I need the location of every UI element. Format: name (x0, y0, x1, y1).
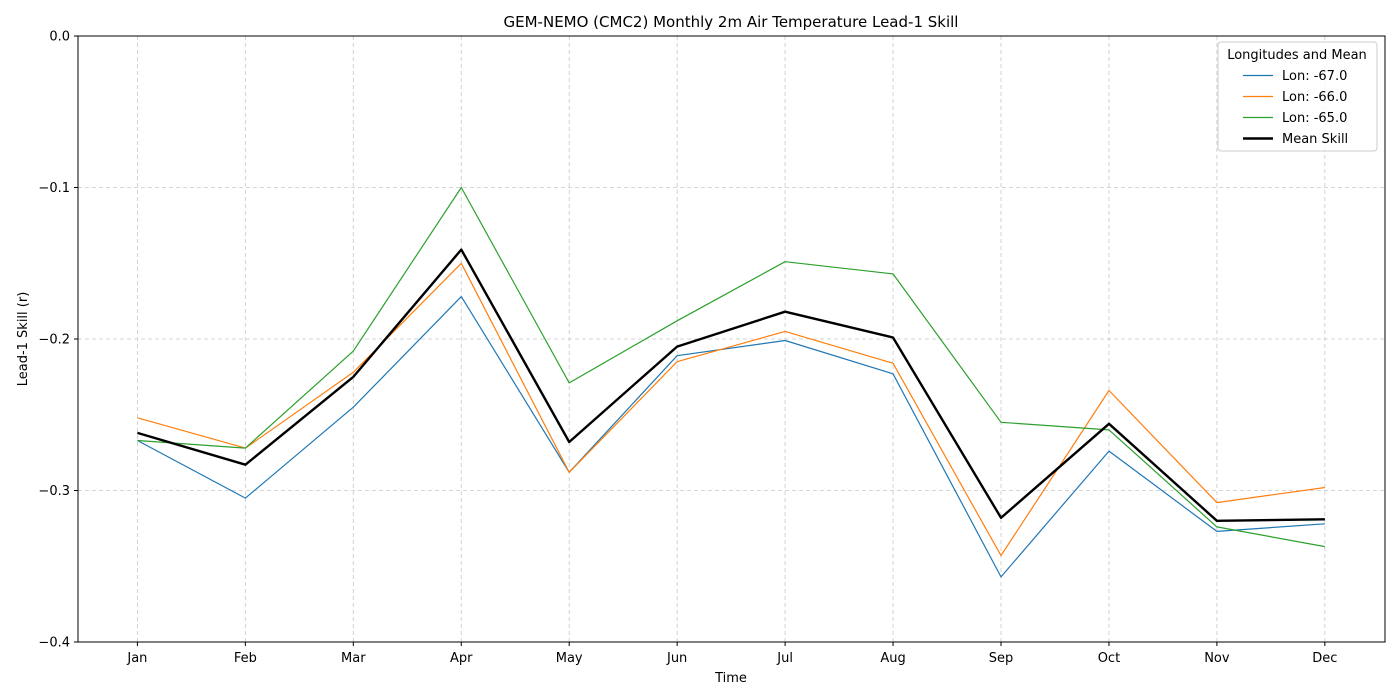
x-tick-label: Jul (776, 651, 793, 666)
series-line-2 (137, 186, 1326, 548)
y-axis-ticks: 0.0 −0.1 −0.2 −0.3 −0.4 (38, 30, 78, 651)
chart-title: GEM-NEMO (CMC2) Monthly 2m Air Temperatu… (504, 13, 959, 31)
x-tick-label: Dec (1312, 651, 1337, 666)
legend-label-2: Lon: -65.0 (1282, 111, 1347, 126)
x-tick-label: Apr (450, 651, 473, 666)
series-line-3 (137, 248, 1325, 522)
series-line-0 (137, 296, 1325, 578)
y-axis-label: Lead-1 Skill (r) (16, 292, 31, 387)
gridlines (78, 35, 1385, 643)
y-tick-label: −0.2 (38, 333, 70, 348)
legend-box (1217, 41, 1378, 152)
x-tick-label: May (556, 651, 583, 666)
x-tick-label: Jan (126, 651, 147, 666)
legend-label-3: Mean Skill (1282, 132, 1348, 147)
x-tick-label: Mar (341, 651, 366, 666)
x-tick-label: Oct (1098, 651, 1120, 666)
x-tick-label: Aug (880, 651, 905, 666)
series-lines (137, 186, 1326, 578)
x-tick-label: Jun (666, 651, 687, 666)
y-tick-label: −0.1 (38, 181, 70, 196)
y-tick-label: 0.0 (49, 30, 70, 45)
x-tick-label: Nov (1204, 651, 1230, 666)
series-line-1 (137, 262, 1325, 557)
legend: Longitudes and Mean Lon: -67.0 Lon: -66.0… (1217, 41, 1378, 152)
legend-label-0: Lon: -67.0 (1282, 69, 1347, 84)
y-tick-label: −0.4 (38, 636, 70, 651)
y-tick-label: −0.3 (38, 484, 70, 499)
legend-title: Longitudes and Mean (1227, 48, 1367, 63)
x-tick-label: Feb (234, 651, 257, 666)
x-axis-label: Time (714, 671, 747, 686)
x-axis-ticks: Jan Feb Mar Apr May Jun Jul Aug Sep Oct Nov Dec (126, 642, 1337, 666)
x-tick-label: Sep (989, 651, 1014, 666)
legend-label-1: Lon: -66.0 (1282, 90, 1347, 105)
